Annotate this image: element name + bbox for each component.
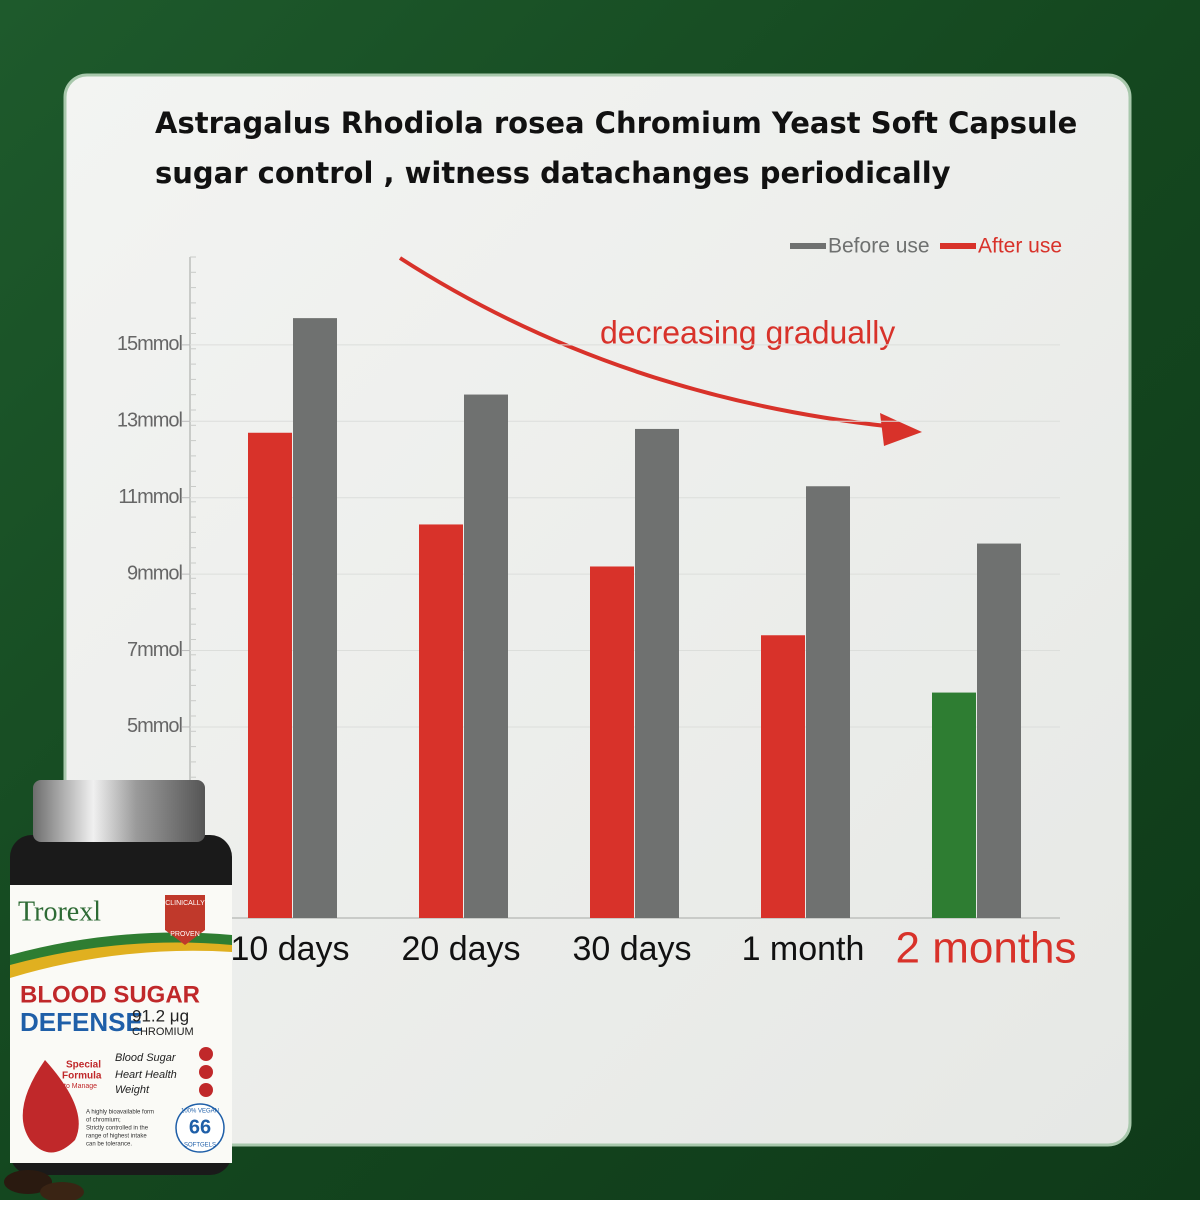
bar	[464, 394, 508, 918]
y-tick-label: 5mmol	[127, 715, 183, 737]
label-swoosh-gold	[10, 942, 232, 978]
y-tick-label: 13mmol	[117, 410, 183, 432]
product-name: DEFENSE	[20, 1007, 143, 1037]
x-tick-label: 30 days	[572, 930, 691, 968]
chart-title: Astragalus Rhodiola rosea Chromium Yeast…	[155, 106, 1077, 140]
x-tick-label: 20 days	[401, 930, 520, 968]
badge	[165, 895, 205, 945]
blood-drop	[22, 1060, 79, 1153]
bar	[932, 692, 976, 918]
icon	[199, 1047, 213, 1061]
badge-top: CLINICALLY	[165, 900, 205, 907]
bar	[419, 524, 463, 918]
legend-swatch	[790, 243, 826, 249]
softgel	[40, 1182, 84, 1202]
note: Strictly controlled in the	[86, 1126, 149, 1132]
formula: Formula	[62, 1071, 102, 1082]
y-tick-label: 15mmol	[117, 333, 183, 355]
product-bottle: Trorexl CLINICALLY PROVEN BLOOD SUGAR DE…	[4, 780, 232, 1202]
legend-label: Before use	[828, 235, 930, 258]
badge-bottom: PROVEN	[170, 931, 200, 938]
legend-swatch	[940, 243, 976, 249]
benefit: Heart Health	[115, 1069, 177, 1081]
legend-label: After use	[978, 235, 1062, 258]
x-tick-label: 2 months	[896, 924, 1077, 973]
x-tick-label: 1 month	[742, 930, 865, 968]
dose: 91.2 μg	[132, 1006, 189, 1025]
formula: to Manage	[64, 1083, 97, 1090]
benefit: Blood Sugar	[115, 1052, 177, 1064]
bar	[977, 543, 1021, 918]
x-tick-label: 10 days	[230, 930, 349, 968]
bar	[590, 566, 634, 918]
bar	[761, 635, 805, 918]
note: can be tolerance.	[86, 1142, 132, 1148]
note: of chromium;	[86, 1118, 121, 1124]
icon	[199, 1083, 213, 1097]
icon	[199, 1065, 213, 1079]
count: 66	[189, 1116, 211, 1138]
trend-arrow	[398, 256, 906, 430]
chart-subtitle: sugar control , witness datachanges peri…	[155, 156, 951, 190]
vegan: 100% VEGAN	[181, 1109, 219, 1115]
plot: 5mmol 7mmol 9mmol 11mmol 13mmol 15mmol 10 days…	[117, 235, 1077, 973]
product-name: BLOOD SUGAR	[20, 981, 200, 1008]
bar	[806, 486, 850, 918]
softgel	[4, 1170, 52, 1194]
formula: Special	[66, 1060, 101, 1071]
bar	[293, 318, 337, 918]
count-badge	[175, 1103, 225, 1153]
bar	[635, 428, 679, 918]
note: A highly bioavailable form	[86, 1110, 154, 1116]
brand: Trorexl	[18, 896, 101, 927]
y-tick-label: 11mmol	[118, 486, 182, 508]
ingredient: CHROMIUM	[132, 1026, 194, 1038]
bar	[248, 432, 292, 918]
form: SOFTGELS	[184, 1143, 216, 1149]
bottle-cap	[33, 780, 205, 842]
note: range of highest intake	[86, 1134, 147, 1140]
y-tick-label: 7mmol	[127, 639, 183, 661]
y-tick-label: 9mmol	[127, 562, 183, 584]
benefit: Weight	[115, 1084, 150, 1096]
